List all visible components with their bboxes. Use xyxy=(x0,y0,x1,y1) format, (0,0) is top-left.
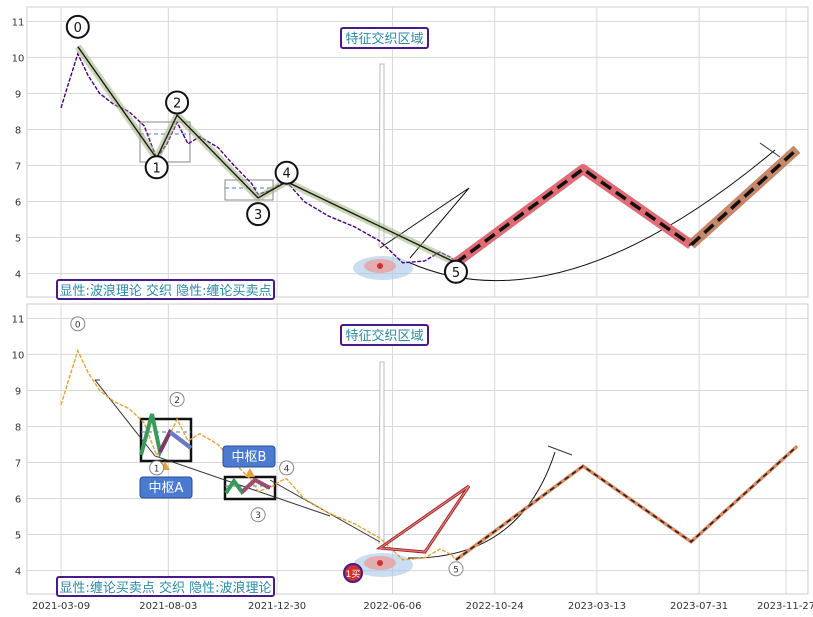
top-y-tick-label: 8 xyxy=(15,125,21,136)
x-tick-label: 2022-06-06 xyxy=(363,601,421,612)
top-forecast-line xyxy=(454,166,693,265)
top-price-line xyxy=(60,51,457,264)
top-wave-line xyxy=(77,46,457,264)
bottom-plot-area xyxy=(26,303,809,595)
bottom-hidden-wave-a xyxy=(94,379,331,517)
top-wave-labels: 0 1 2 3 4 5 xyxy=(65,14,468,284)
pivot-b-label-box: 中枢B xyxy=(222,445,276,468)
bottom-pivot-zigzags xyxy=(139,413,271,495)
top-wave-label-circle xyxy=(65,14,90,39)
bottom-wave-label-circle xyxy=(250,507,266,523)
buy-point-label: 1买 xyxy=(346,569,361,580)
bottom-buy-triangle-inner xyxy=(378,485,470,553)
top-focus-dot xyxy=(377,263,383,269)
top-wave-label: 3 xyxy=(254,208,262,223)
top-wave-label-circle xyxy=(246,202,271,227)
bottom-wave-label: 3 xyxy=(255,511,261,521)
x-tick-label: 2023-11-27 xyxy=(757,601,813,612)
top-y-tick-label: 11 xyxy=(12,17,25,28)
pivot-a-label: 中枢A xyxy=(149,481,184,496)
bottom-y-tick-label: 7 xyxy=(15,459,21,470)
bottom-wave-label-circle xyxy=(149,460,165,476)
top-y-tick-label: 9 xyxy=(15,89,21,100)
x-tick-label: 2023-07-31 xyxy=(670,601,728,612)
bottom-pivot-box-a xyxy=(139,417,193,463)
bottom-wave-label-circle xyxy=(448,561,464,577)
bottom-y-tick-label: 6 xyxy=(15,495,21,506)
bottom-y-tick-label: 4 xyxy=(15,567,21,578)
top-y-tick-label: 7 xyxy=(15,162,21,173)
bottom-projection-arc xyxy=(407,451,556,559)
bottom-y-tick-label: 11 xyxy=(12,314,25,325)
x-tick-label: 2021-08-03 xyxy=(139,601,197,612)
top-region-title-box: 特征交织区域 xyxy=(340,27,429,49)
bottom-wave-labels: 0 1 2 3 4 5 xyxy=(70,316,464,577)
top-caption-box: 显性:波浪理论 交织 隐性:缠论买卖点 xyxy=(56,279,275,300)
x-tick-label: 2021-12-30 xyxy=(248,601,306,612)
pivot-b-pointer xyxy=(245,468,255,477)
bottom-y-tick-label: 5 xyxy=(15,531,21,542)
top-wave-label: 5 xyxy=(452,266,460,281)
top-projection-triangle xyxy=(379,187,470,259)
top-wave-label-circle xyxy=(274,160,299,185)
top-wave-label-circle xyxy=(144,155,169,180)
bottom-forecast-dash xyxy=(455,445,798,561)
bottom-x-ticks: 2021-03-09 2021-08-03 2021-12-30 2022-06-06… xyxy=(32,601,813,612)
top-wave-label: 2 xyxy=(173,96,181,111)
top-y-ticks: 4 5 6 7 8 9 10 11 xyxy=(12,17,25,280)
bottom-wave-label-circle xyxy=(279,460,295,476)
bottom-y-tick-label: 8 xyxy=(15,422,21,433)
top-wave-label: 0 xyxy=(74,21,82,36)
top-caption: 显性:波浪理论 交织 隐性:缠论买卖点 xyxy=(59,283,271,299)
top-panel: 4 5 6 7 8 9 10 11 0 1 2 3 4 5 特征交织区域 xyxy=(12,6,809,300)
bottom-region-title: 特征交织区域 xyxy=(345,328,423,344)
top-plot-area xyxy=(26,6,809,298)
bottom-caption-box: 显性:缠论买卖点 交织 隐性:波浪理论 xyxy=(56,576,275,597)
top-arc-cap xyxy=(759,142,781,158)
bottom-caption: 显性:缠论买卖点 交织 隐性:波浪理论 xyxy=(59,580,271,596)
top-y-tick-label: 6 xyxy=(15,198,21,209)
bottom-decorations xyxy=(94,361,573,577)
bottom-region-title-box: 特征交织区域 xyxy=(340,324,429,346)
bottom-wave-label: 2 xyxy=(174,396,180,406)
bottom-y-ticks: 4 5 6 7 8 9 10 11 xyxy=(12,314,25,577)
bottom-focus-dot xyxy=(377,560,383,566)
top-wave-label-circle xyxy=(443,259,468,284)
pivot-b-label: 中枢B xyxy=(232,450,267,465)
top-pointer-arrow xyxy=(378,63,385,248)
top-wave-label: 4 xyxy=(282,167,290,182)
top-forecast-tail-dash xyxy=(689,148,799,247)
top-wave-label-circle xyxy=(165,90,190,115)
pivot-a-label-box: 中枢A xyxy=(139,476,193,499)
bottom-wave-label-circle xyxy=(169,391,185,407)
top-wave-label: 1 xyxy=(153,161,161,176)
zigzag-b-red xyxy=(240,477,271,494)
buy-point-marker: 1买 xyxy=(343,563,363,583)
bottom-pointer-arrow xyxy=(378,361,385,545)
top-region-title: 特征交织区域 xyxy=(345,31,423,47)
bottom-wave-label: 5 xyxy=(453,565,459,575)
x-tick-label: 2023-03-13 xyxy=(568,601,626,612)
x-tick-label: 2022-10-24 xyxy=(466,601,524,612)
top-grid xyxy=(27,7,808,297)
bottom-wave-label: 4 xyxy=(284,464,290,474)
bottom-wave-label: 0 xyxy=(75,320,81,330)
bottom-y-tick-label: 9 xyxy=(15,386,21,397)
top-y-tick-label: 4 xyxy=(15,270,21,281)
top-y-tick-label: 5 xyxy=(15,234,21,245)
bottom-y-tick-label: 10 xyxy=(12,350,25,361)
bottom-wave-label-circle xyxy=(70,316,86,332)
bottom-arc-cap xyxy=(547,445,573,456)
bottom-wave-label: 1 xyxy=(154,464,160,474)
top-y-tick-label: 10 xyxy=(12,53,25,64)
x-tick-label: 2021-03-09 xyxy=(32,601,90,612)
zigzag-a-blue xyxy=(168,430,193,450)
